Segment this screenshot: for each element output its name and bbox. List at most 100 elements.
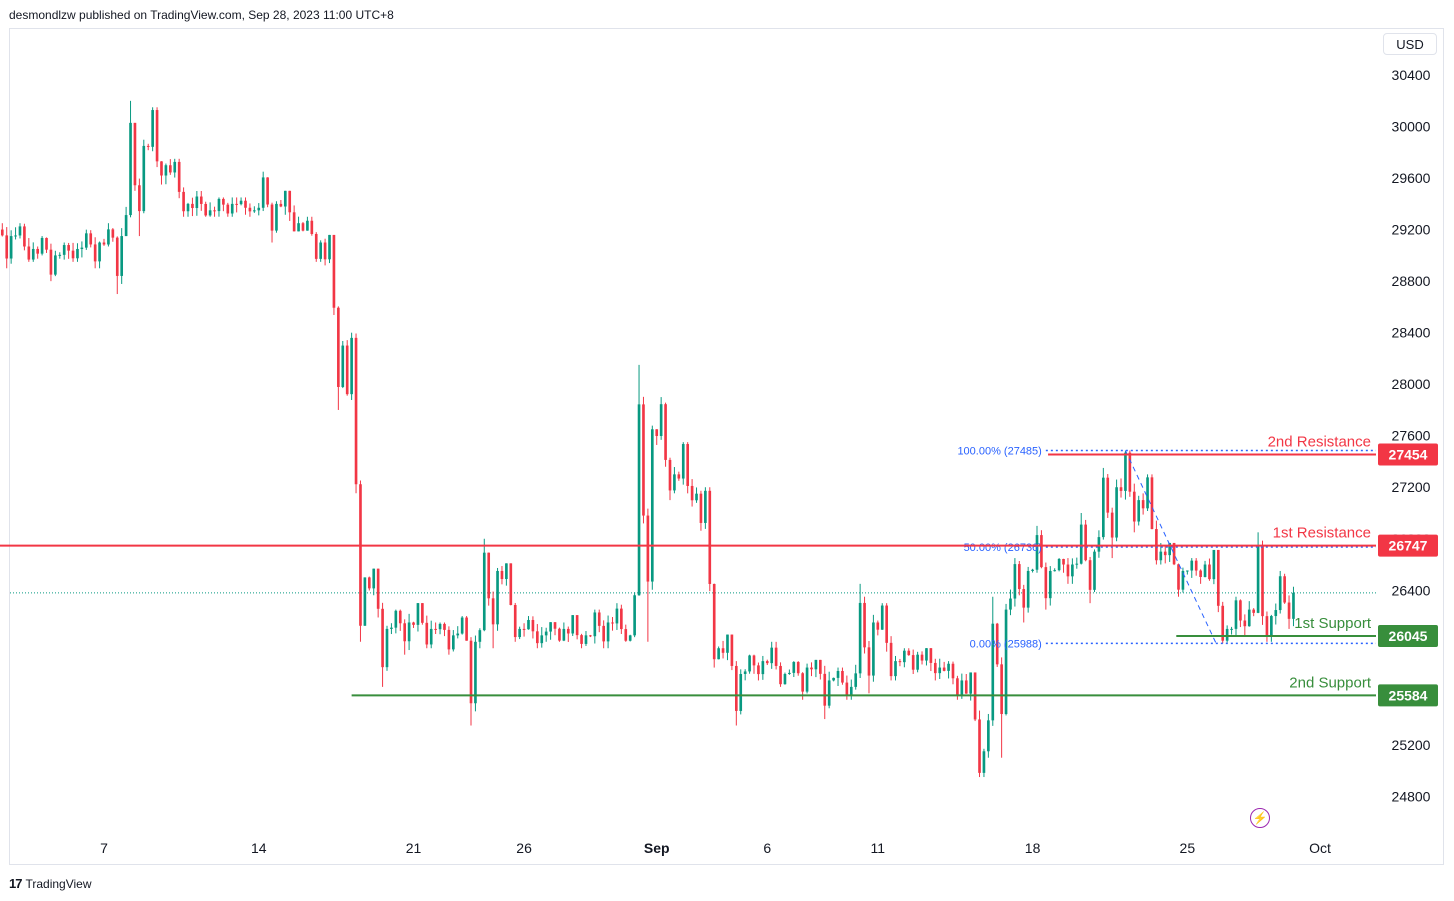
level-price-tag [1378, 625, 1438, 648]
candle-body [1150, 477, 1154, 530]
y-tick-label: 30400 [1392, 67, 1431, 83]
candle-body [792, 662, 796, 673]
candle-body [1146, 477, 1149, 509]
candle-body [385, 628, 389, 668]
candle-body [1203, 564, 1207, 578]
candle-body [350, 337, 353, 395]
candle-body [1181, 570, 1185, 590]
candle-body [655, 429, 659, 437]
candle-body [129, 122, 132, 216]
level-price-tag [1378, 684, 1438, 707]
candle-body [628, 635, 632, 641]
candle-body [1194, 560, 1198, 571]
candle-body [920, 654, 924, 661]
level-price-tag [1378, 443, 1438, 466]
candle-body [49, 249, 53, 275]
candle-body [27, 246, 31, 260]
currency-button[interactable]: USD [1383, 33, 1437, 55]
candle-body [102, 242, 106, 245]
candle-body [827, 680, 831, 706]
candle-body [1208, 564, 1211, 580]
candle-body [1270, 616, 1273, 637]
candle-body [743, 671, 747, 674]
candle-body [288, 190, 292, 213]
candle-body [1186, 570, 1189, 572]
candle-body [933, 662, 937, 674]
candle-body [1190, 560, 1194, 571]
candle-body [1066, 564, 1070, 577]
flash-icon[interactable]: ⚡ [1250, 808, 1270, 828]
candle-body [659, 404, 663, 437]
candle-body [540, 635, 544, 644]
candle-body [142, 145, 146, 212]
candle-body [107, 229, 110, 245]
candle-body [89, 233, 93, 245]
candle-body [982, 751, 986, 773]
candle-body [204, 203, 208, 216]
candle-body [36, 248, 39, 254]
candle-body [186, 203, 190, 212]
candle-body [323, 242, 327, 260]
candle-body [894, 661, 897, 677]
candle-body [642, 404, 645, 516]
candle-body [606, 622, 610, 642]
candle-body [115, 237, 119, 276]
candle-body [664, 404, 667, 460]
candle-body [18, 226, 22, 236]
candle-body [748, 655, 751, 672]
y-tick-label: 26400 [1392, 582, 1431, 598]
candle-body [133, 122, 137, 186]
candle-body [1172, 542, 1176, 565]
level-price-tag [1378, 534, 1438, 557]
candle-body [1026, 570, 1030, 608]
x-tick-label: 18 [1025, 840, 1041, 856]
candle-body [1234, 600, 1238, 629]
candle-body [885, 605, 888, 643]
candle-body [244, 200, 247, 208]
candle-body [1013, 564, 1017, 599]
candle-body [93, 244, 97, 262]
candle-body [160, 161, 163, 176]
candle-body [332, 234, 336, 308]
x-tick-label: 26 [516, 840, 532, 856]
candle-body [1031, 569, 1034, 571]
candle-body [14, 235, 17, 237]
candle-body [438, 623, 442, 630]
candle-body [854, 673, 858, 687]
candle-body [889, 642, 893, 677]
candle-body [991, 623, 995, 721]
candle-body [823, 673, 827, 706]
candle-body [597, 612, 601, 626]
candle-body [98, 242, 101, 262]
level-price-label: 27454 [1389, 447, 1428, 463]
level-name: 1st Resistance [1273, 525, 1371, 542]
candle-body [947, 663, 950, 671]
level-name: 2nd Support [1289, 674, 1372, 691]
candle-body [67, 245, 70, 251]
x-tick-label: 7 [100, 840, 108, 856]
candle-body [1062, 558, 1065, 565]
candle-body [266, 177, 269, 205]
candle-body [270, 204, 274, 231]
candle-body [208, 210, 212, 216]
candle-body [1084, 524, 1087, 561]
candle-body [1102, 477, 1105, 538]
candle-body [673, 474, 676, 491]
candle-body [987, 720, 990, 752]
candle-body [1093, 551, 1096, 590]
candle-body [845, 682, 849, 696]
candle-body [509, 563, 513, 605]
candle-body [796, 662, 800, 674]
candle-body [1106, 477, 1110, 513]
level-price-label: 26747 [1389, 538, 1428, 554]
x-tick-label: 25 [1180, 840, 1196, 856]
candle-body [403, 623, 407, 642]
candle-body [45, 237, 48, 250]
candle-body [925, 648, 928, 661]
candle-body [695, 493, 698, 501]
candle-body [978, 719, 981, 773]
candle-body [1040, 535, 1043, 568]
candle-body [354, 337, 358, 485]
footer-brand: TradingView [25, 876, 92, 891]
